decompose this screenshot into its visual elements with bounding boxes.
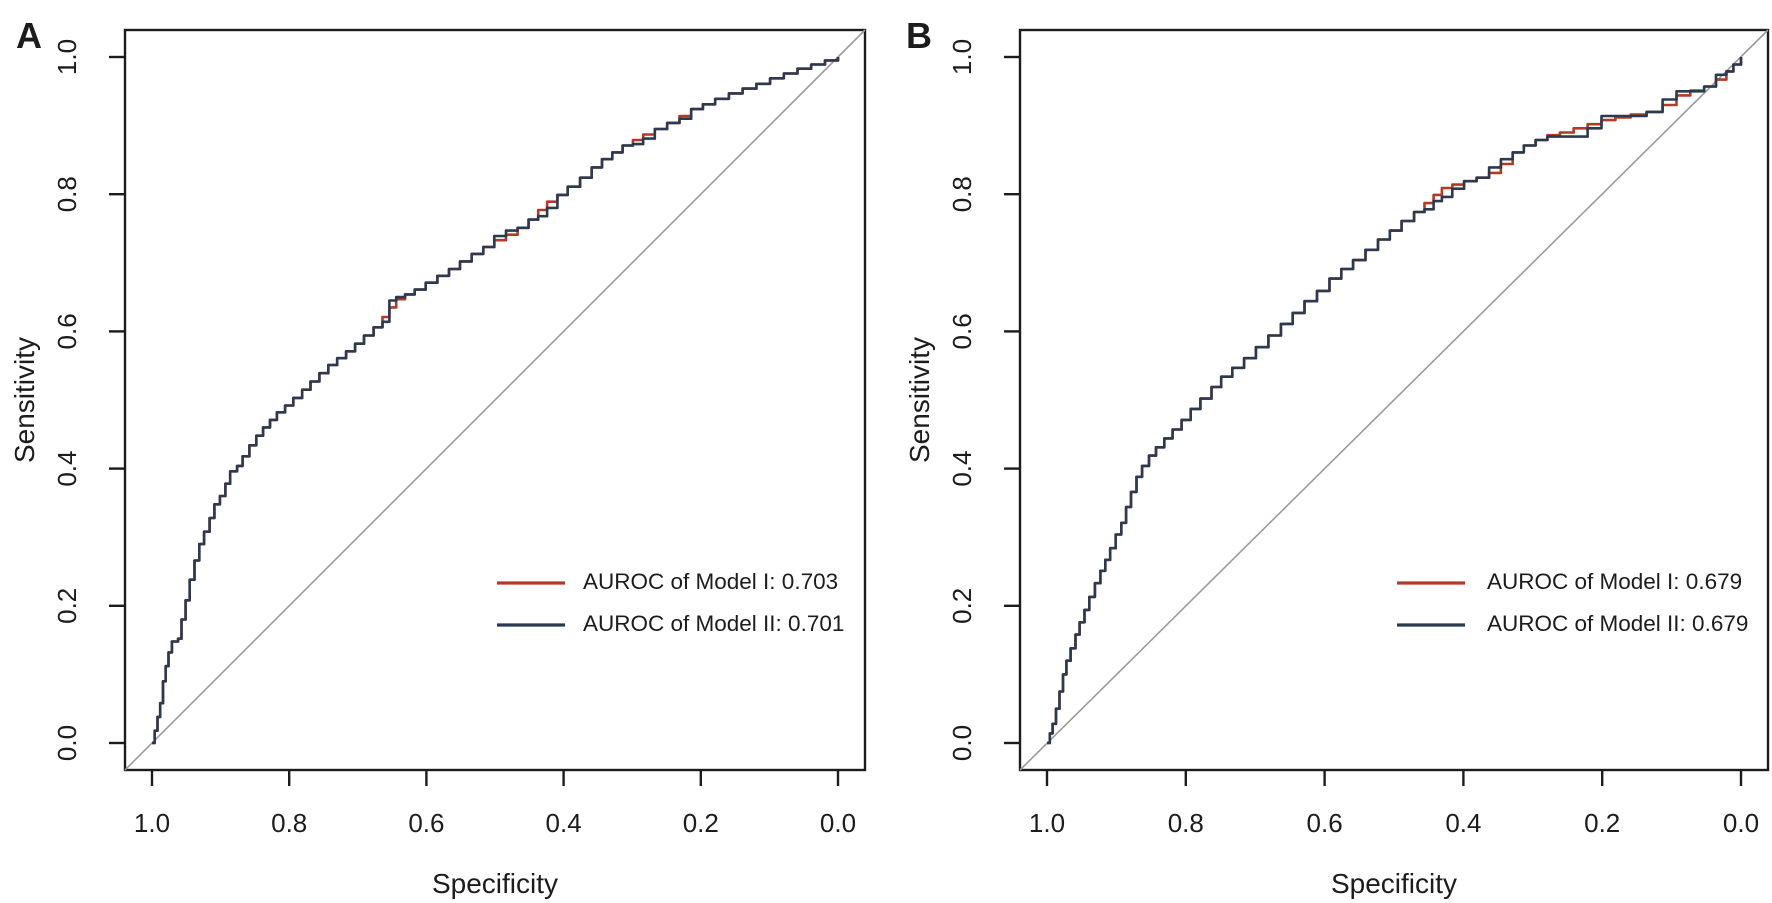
plot-box-a (123, 28, 867, 772)
y-axis-title-b: Sensitivity (904, 337, 935, 463)
legend-label-model2-a: AUROC of Model II: 0.701 (583, 611, 844, 636)
x-tick-label-b: 1.0 (1029, 808, 1065, 838)
y-tick-label-a: 0.8 (52, 176, 82, 212)
legend-label-model1-b: AUROC of Model I: 0.679 (1487, 569, 1742, 594)
y-tick-label-a: 0.4 (52, 451, 82, 487)
y-tick-label-b: 0.0 (947, 725, 977, 761)
x-tick-label-a: 0.6 (408, 808, 444, 838)
x-tick-label-b: 0.4 (1445, 808, 1481, 838)
x-tick-label-b: 0.0 (1723, 808, 1759, 838)
y-axis-title-a: Sensitivity (9, 337, 40, 463)
panel-label-a: A (16, 15, 42, 56)
reference-diagonal-b (1019, 29, 1769, 771)
x-tick-label-a: 0.8 (271, 808, 307, 838)
y-tick-label-b: 0.2 (947, 588, 977, 624)
y-tick-label-a: 0.6 (52, 313, 82, 349)
x-tick-label-b: 0.6 (1307, 808, 1343, 838)
y-tick-label-a: 0.2 (52, 588, 82, 624)
y-tick-label-a: 0.0 (52, 725, 82, 761)
x-tick-label-a: 0.2 (683, 808, 719, 838)
panel-label-b: B (906, 15, 932, 56)
plot-box-b (1018, 28, 1770, 772)
legend-label-model1-a: AUROC of Model I: 0.703 (583, 569, 838, 594)
x-tick-label-b: 0.2 (1584, 808, 1620, 838)
roc-curve-model2-a (152, 57, 840, 745)
y-tick-label-b: 0.8 (947, 176, 977, 212)
y-tick-label-b: 0.4 (947, 451, 977, 487)
x-tick-label-a: 0.0 (820, 808, 856, 838)
y-tick-label-a: 1.0 (52, 39, 82, 75)
x-tick-label-a: 1.0 (134, 808, 170, 838)
y-tick-label-b: 0.6 (947, 313, 977, 349)
x-axis-title-a: Specificity (432, 868, 558, 899)
x-tick-label-b: 0.8 (1168, 808, 1204, 838)
x-tick-label-a: 0.4 (546, 808, 582, 838)
legend-label-model2-b: AUROC of Model II: 0.679 (1487, 611, 1748, 636)
roc-curve-model2-b (1047, 57, 1743, 745)
y-tick-label-b: 1.0 (947, 39, 977, 75)
reference-diagonal-a (124, 29, 866, 771)
x-axis-title-b: Specificity (1331, 868, 1457, 899)
